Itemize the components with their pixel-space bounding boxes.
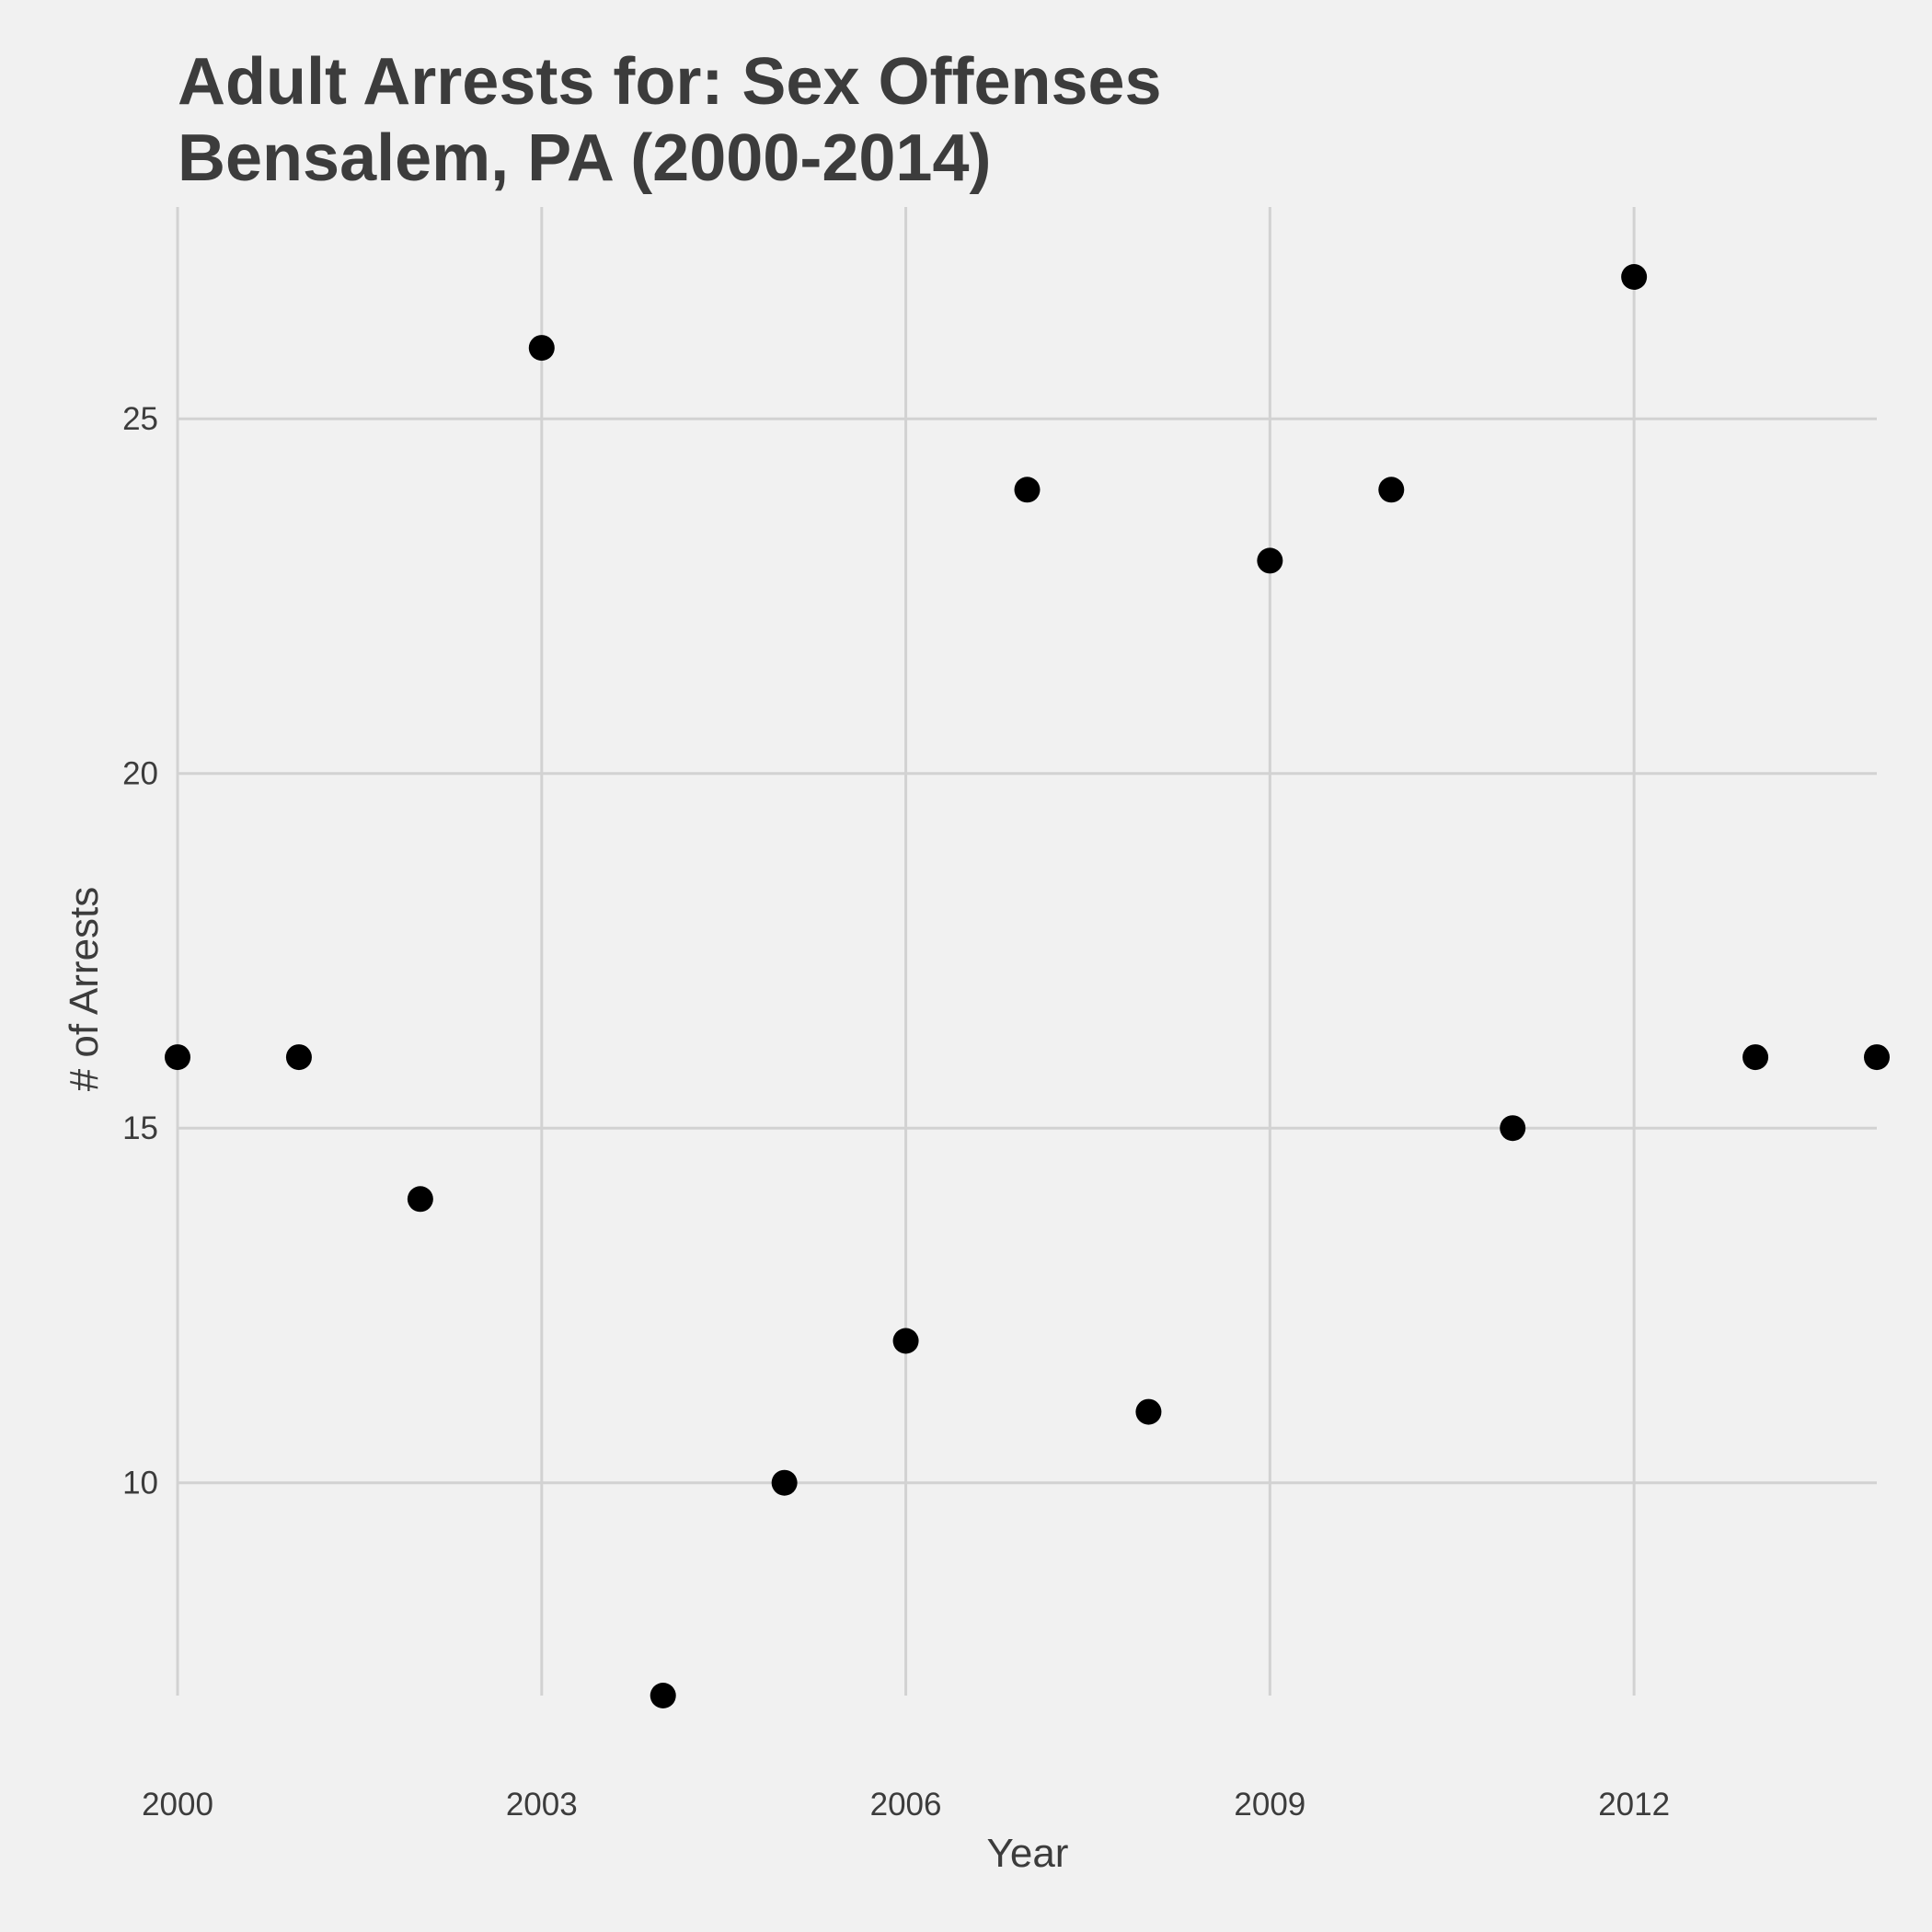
data-point-2008: [1135, 1398, 1162, 1425]
x-tick-label-2003: 2003: [506, 1787, 578, 1823]
data-point-2002: [407, 1186, 433, 1213]
y-tick-label-25: 25: [122, 401, 158, 437]
data-point-2004: [650, 1683, 676, 1708]
data-point-2014: [1864, 1044, 1890, 1071]
data-points: [165, 264, 1890, 1708]
data-point-2011: [1500, 1115, 1526, 1142]
y-tick-label-20: 20: [122, 756, 158, 792]
chart-title-line-1: Adult Arrests for: Sex Offenses: [178, 45, 1162, 119]
data-point-2007: [1014, 477, 1041, 503]
data-point-2010: [1378, 477, 1405, 503]
x-tick-label-2006: 2006: [870, 1787, 942, 1823]
vertical-gridlines: [176, 207, 1636, 1696]
y-tick-label-15: 15: [122, 1110, 158, 1146]
y-tick-label-10: 10: [122, 1466, 158, 1501]
data-point-2013: [1742, 1044, 1769, 1071]
horizontal-gridlines: [178, 417, 1877, 1485]
data-point-2001: [285, 1044, 312, 1071]
data-point-2005: [771, 1469, 798, 1496]
x-tick-label-2009: 2009: [1234, 1787, 1305, 1823]
y-tick-labels: 10 15 20 25: [122, 401, 158, 1501]
x-tick-label-2000: 2000: [142, 1787, 213, 1823]
data-point-2012: [1621, 264, 1648, 290]
chart-title-line-2: Bensalem, PA (2000-2014): [178, 121, 991, 195]
x-tick-labels: 2000 2003 2006 2009 2012: [142, 1787, 1670, 1823]
data-point-2006: [892, 1328, 919, 1354]
y-axis-title: # of Arrests: [62, 887, 107, 1092]
data-point-2003: [528, 335, 555, 362]
x-tick-label-2012: 2012: [1598, 1787, 1670, 1823]
x-axis-title: Year: [987, 1831, 1069, 1876]
data-point-2000: [165, 1044, 190, 1071]
data-point-2009: [1257, 547, 1283, 574]
